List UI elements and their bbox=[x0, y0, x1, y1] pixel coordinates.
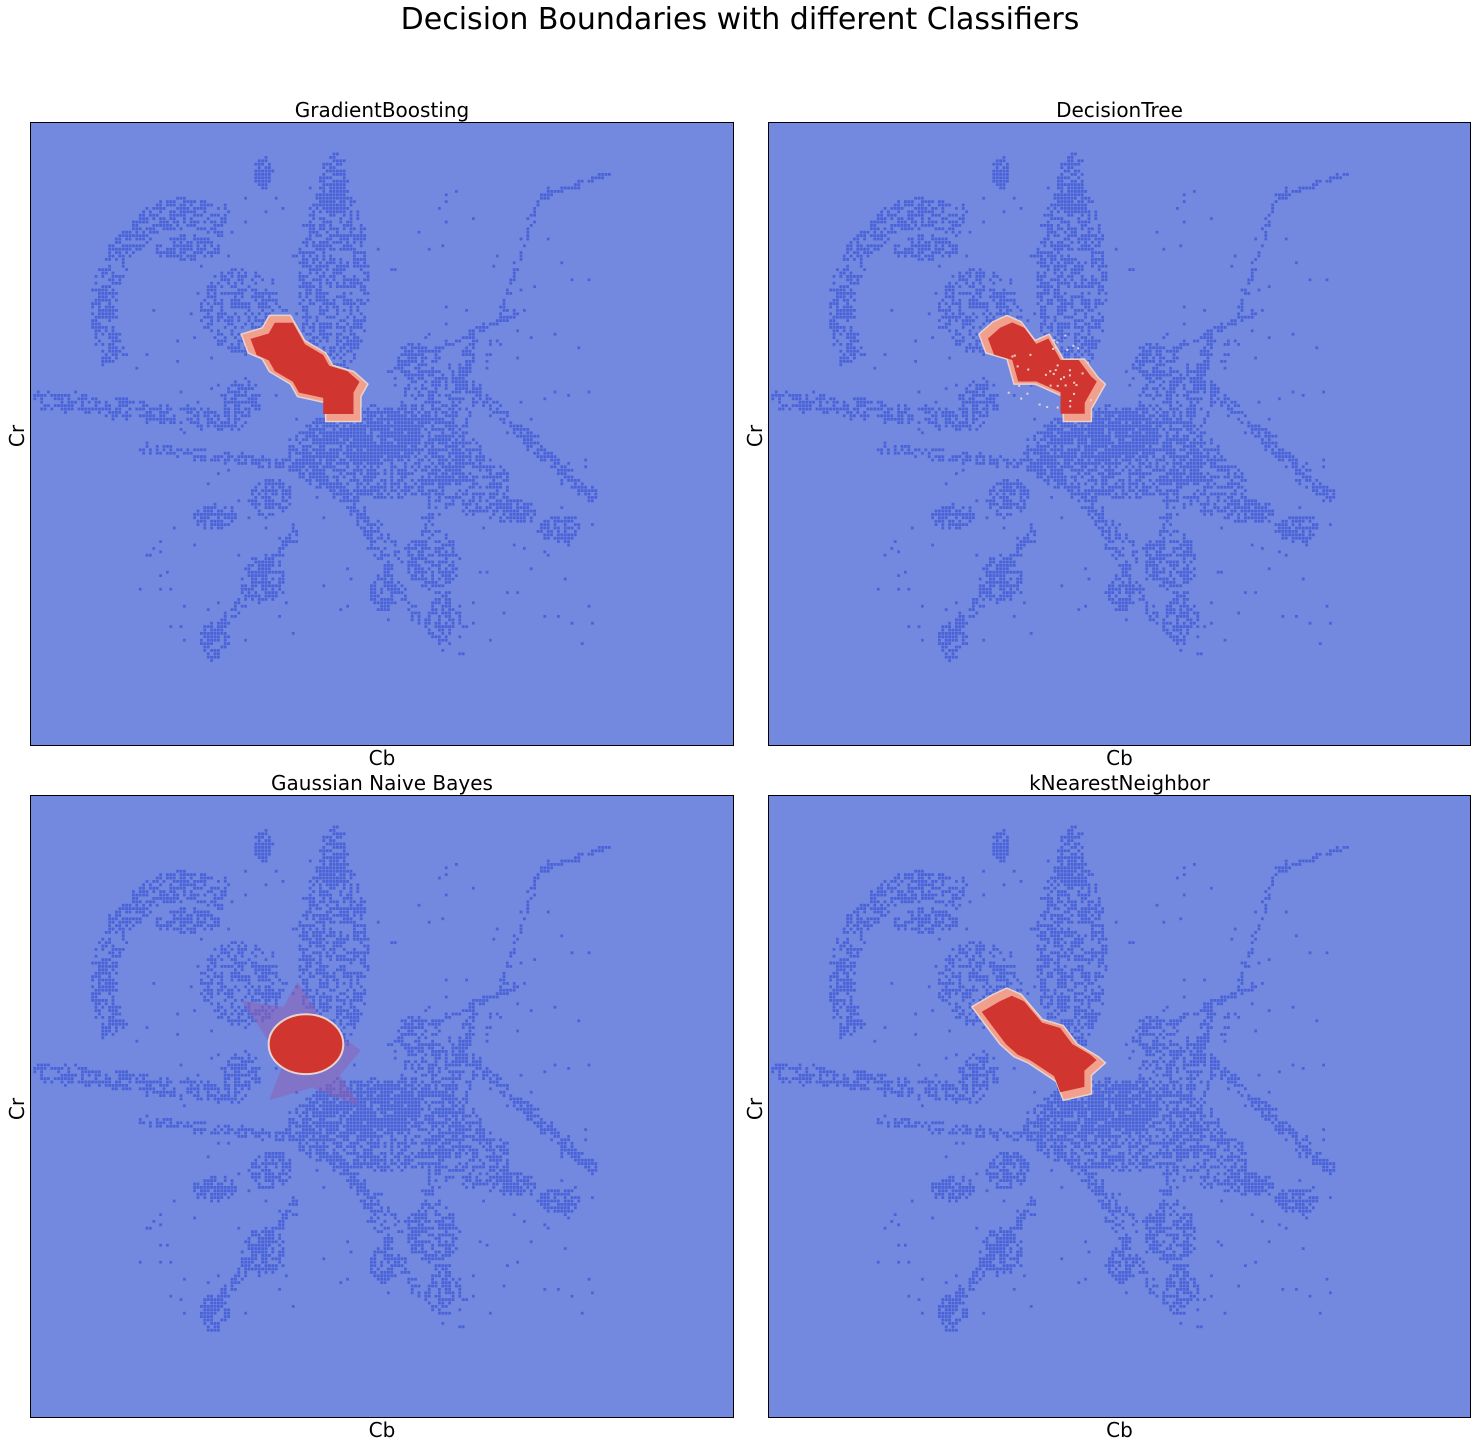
axes-frame bbox=[768, 795, 1471, 1418]
plot-area-gaussian-naive-bayes bbox=[30, 795, 734, 1418]
subplot-title-gradient-boosting: GradientBoosting bbox=[294, 98, 470, 122]
y-axis-label-gradient-boosting: Cr bbox=[5, 424, 29, 448]
axes-frame bbox=[30, 122, 734, 746]
x-axis-label-decision-tree: Cb bbox=[1106, 746, 1133, 770]
x-axis-label-gradient-boosting: Cb bbox=[368, 746, 396, 770]
x-axis-label-gaussian-naive-bayes: Cb bbox=[368, 1418, 396, 1442]
skin-decision-region bbox=[978, 314, 1107, 423]
subplot-title-knearest-neighbor: kNearestNeighbor bbox=[1029, 771, 1210, 795]
skin-decision-region bbox=[970, 987, 1107, 1102]
plot-area-decision-tree bbox=[768, 122, 1471, 746]
data-points bbox=[771, 152, 1349, 662]
subplot-title-decision-tree: DecisionTree bbox=[1056, 98, 1183, 122]
axes-frame bbox=[30, 795, 734, 1418]
plot-area-knearest-neighbor bbox=[768, 795, 1471, 1418]
figure-title: Decision Boundaries with different Class… bbox=[400, 2, 1080, 37]
y-axis-label-decision-tree: Cr bbox=[743, 424, 767, 448]
plot-area-gradient-boosting bbox=[30, 122, 734, 746]
skin-decision-region bbox=[240, 314, 369, 423]
subplot-title-gaussian-naive-bayes: Gaussian Naive Bayes bbox=[271, 771, 493, 795]
skin-decision-region bbox=[241, 981, 361, 1107]
y-axis-label-knearest-neighbor: Cr bbox=[743, 1097, 767, 1121]
x-axis-label-knearest-neighbor: Cb bbox=[1106, 1418, 1133, 1442]
axes-frame bbox=[768, 122, 1471, 746]
data-points bbox=[771, 825, 1349, 1332]
y-axis-label-gaussian-naive-bayes: Cr bbox=[5, 1097, 29, 1121]
